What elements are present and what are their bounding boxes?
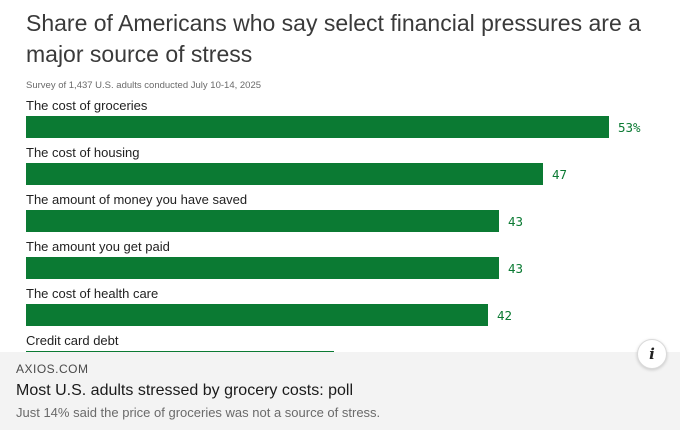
- value-label: 47: [552, 167, 567, 182]
- bar: [26, 116, 609, 138]
- info-icon: i: [649, 345, 655, 363]
- value-label: 43: [508, 214, 523, 229]
- bar: [26, 351, 334, 352]
- chart-title: Share of Americans who say select financ…: [26, 10, 641, 67]
- info-button[interactable]: i: [637, 339, 667, 369]
- bar: [26, 257, 499, 279]
- value-label: 43: [508, 261, 523, 276]
- category-label: Credit card debt: [26, 333, 119, 348]
- category-label: The cost of health care: [26, 286, 158, 301]
- bar-chart: The cost of groceries 53% The cost of hous…: [26, 98, 641, 352]
- bar: [26, 304, 488, 326]
- article-headline[interactable]: Most U.S. adults stressed by grocery cos…: [16, 382, 354, 399]
- value-label: 53%: [618, 120, 641, 135]
- chart-subtitle: Survey of 1,437 U.S. adults conducted Ju…: [26, 80, 262, 91]
- category-label: The cost of housing: [26, 145, 139, 160]
- bar: [26, 210, 499, 232]
- source-domain: AXIOS.COM: [16, 362, 89, 376]
- value-label: 42: [497, 308, 512, 323]
- article-preview[interactable]: AXIOS.COM Most U.S. adults stressed by g…: [0, 352, 680, 430]
- bar: [26, 163, 543, 185]
- article-description: Just 14% said the price of groceries was…: [16, 405, 381, 420]
- category-label: The amount you get paid: [26, 239, 170, 254]
- category-label: The cost of groceries: [26, 98, 148, 113]
- category-label: The amount of money you have saved: [26, 192, 247, 207]
